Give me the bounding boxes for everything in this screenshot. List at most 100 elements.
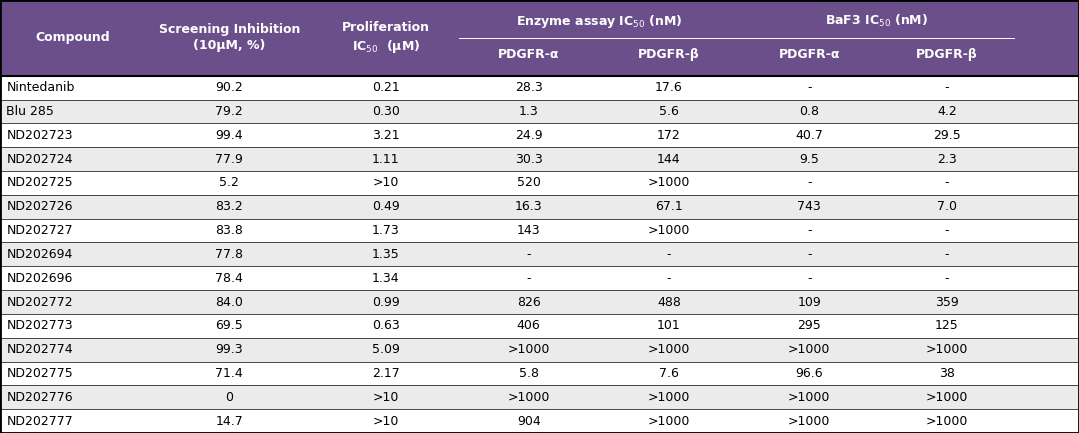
Text: Compound: Compound [36,31,110,45]
Text: 5.8: 5.8 [519,367,538,380]
Text: -: - [527,248,531,261]
Text: ND202724: ND202724 [6,152,73,166]
Text: 90.2: 90.2 [216,81,243,94]
Text: 99.4: 99.4 [216,129,243,142]
Text: 30.3: 30.3 [515,152,543,166]
Bar [0,314,1079,338]
Text: 406: 406 [517,319,541,333]
Text: -: - [944,271,950,285]
Text: >1000: >1000 [647,176,691,190]
Text: ND202694: ND202694 [6,248,73,261]
Text: 826: 826 [517,295,541,309]
Text: 7.6: 7.6 [659,367,679,380]
Text: >1000: >1000 [647,391,691,404]
Text: Enzyme assay IC$_{50}$ (nM): Enzyme assay IC$_{50}$ (nM) [516,13,682,30]
Text: -: - [667,271,671,285]
Text: -: - [527,271,531,285]
Text: 5.2: 5.2 [219,176,240,190]
Text: >10: >10 [372,391,399,404]
Text: 101: 101 [657,319,681,333]
Text: -: - [807,248,811,261]
Text: Nintedanib: Nintedanib [6,81,74,94]
Text: 1.73: 1.73 [372,224,399,237]
Text: >1000: >1000 [507,391,550,404]
Text: 84.0: 84.0 [216,295,243,309]
Text: >1000: >1000 [507,343,550,356]
Bar [0,123,1079,147]
Text: ND202774: ND202774 [6,343,73,356]
Text: 144: 144 [657,152,681,166]
Text: 16.3: 16.3 [515,200,543,213]
Text: ND202777: ND202777 [6,414,73,428]
Text: 1.34: 1.34 [372,271,399,285]
Text: 1.3: 1.3 [519,105,538,118]
Text: 109: 109 [797,295,821,309]
Text: ND202727: ND202727 [6,224,73,237]
Text: 69.5: 69.5 [216,319,243,333]
Text: ND202775: ND202775 [6,367,73,380]
Text: 0.49: 0.49 [372,200,399,213]
Text: ND202723: ND202723 [6,129,73,142]
Text: 78.4: 78.4 [216,271,243,285]
Bar [0,362,1079,385]
Text: 28.3: 28.3 [515,81,543,94]
Text: >1000: >1000 [647,224,691,237]
Bar [0,290,1079,314]
Text: 2.17: 2.17 [372,367,399,380]
Text: ND202776: ND202776 [6,391,73,404]
Text: 904: 904 [517,414,541,428]
Bar [0,219,1079,242]
Bar [0,195,1079,219]
Text: 743: 743 [797,200,821,213]
Text: >1000: >1000 [788,414,831,428]
Text: 67.1: 67.1 [655,200,683,213]
Bar [0,76,1079,100]
Text: 38: 38 [939,367,955,380]
Bar [0,385,1079,409]
Bar [0,171,1079,195]
Text: >1000: >1000 [926,343,968,356]
Text: -: - [944,81,950,94]
Text: -: - [807,271,811,285]
Text: >1000: >1000 [926,414,968,428]
Text: -: - [944,248,950,261]
Text: 79.2: 79.2 [216,105,243,118]
Text: -: - [807,176,811,190]
Text: ND202726: ND202726 [6,200,73,213]
Text: 77.8: 77.8 [216,248,243,261]
Text: -: - [667,248,671,261]
Text: 295: 295 [797,319,821,333]
Text: 488: 488 [657,295,681,309]
Text: 71.4: 71.4 [216,367,243,380]
Text: -: - [807,81,811,94]
Text: -: - [807,224,811,237]
Text: Proliferation
IC$_{50}$  (μM): Proliferation IC$_{50}$ (μM) [342,21,429,55]
Text: 29.5: 29.5 [933,129,960,142]
Text: 125: 125 [934,319,959,333]
Text: >1000: >1000 [926,391,968,404]
Text: >10: >10 [372,176,399,190]
Text: 7.0: 7.0 [937,200,957,213]
Text: 83.8: 83.8 [216,224,243,237]
Bar [0,266,1079,290]
Text: 0.21: 0.21 [372,81,399,94]
Bar [0,0,1079,76]
Text: 17.6: 17.6 [655,81,683,94]
Text: 2.3: 2.3 [937,152,957,166]
Text: -: - [944,224,950,237]
Text: >1000: >1000 [647,343,691,356]
Text: ND202773: ND202773 [6,319,73,333]
Bar [0,338,1079,362]
Text: PDGFR-β: PDGFR-β [916,48,978,61]
Text: PDGFR-α: PDGFR-α [498,48,559,61]
Text: ND202725: ND202725 [6,176,73,190]
Text: 83.2: 83.2 [216,200,243,213]
Text: ND202772: ND202772 [6,295,73,309]
Text: 172: 172 [657,129,681,142]
Text: 0.8: 0.8 [800,105,819,118]
Text: >1000: >1000 [647,414,691,428]
Text: -: - [944,176,950,190]
Text: 4.2: 4.2 [937,105,957,118]
Text: 0.63: 0.63 [372,319,399,333]
Text: 5.09: 5.09 [372,343,399,356]
